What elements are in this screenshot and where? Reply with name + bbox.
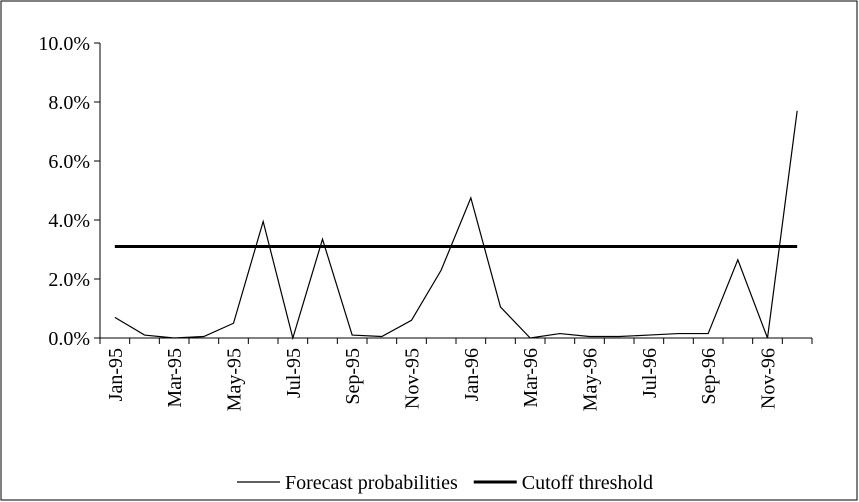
legend-label: Cutoff threshold [522, 472, 653, 494]
series-line [114, 110, 798, 341]
y-tick-label: 2.0% [48, 269, 90, 291]
legend-label: Forecast probabilities [285, 472, 458, 494]
x-tick-label: May-95 [224, 348, 246, 411]
x-tick-label: Jul-95 [283, 348, 305, 398]
y-tick-label: 4.0% [48, 210, 90, 232]
y-tick-label: 6.0% [48, 151, 90, 173]
x-tick-label: Nov-95 [402, 348, 424, 409]
x-tick-label: May-96 [580, 348, 602, 411]
x-tick-label: Mar-95 [164, 348, 186, 408]
x-tick-label: Sep-95 [342, 348, 364, 405]
x-tick-label: Jan-96 [461, 348, 483, 401]
y-tick-label: 0.0% [48, 328, 90, 350]
y-tick-label: 10.0% [38, 33, 90, 55]
x-tick-label: Mar-96 [520, 348, 542, 408]
x-tick-label: Nov-96 [758, 348, 780, 409]
y-tick-label: 8.0% [48, 92, 90, 114]
x-tick-label: Sep-96 [698, 348, 720, 405]
x-tick-label: Jan-95 [105, 348, 127, 401]
x-tick-label: Jul-96 [639, 348, 661, 398]
